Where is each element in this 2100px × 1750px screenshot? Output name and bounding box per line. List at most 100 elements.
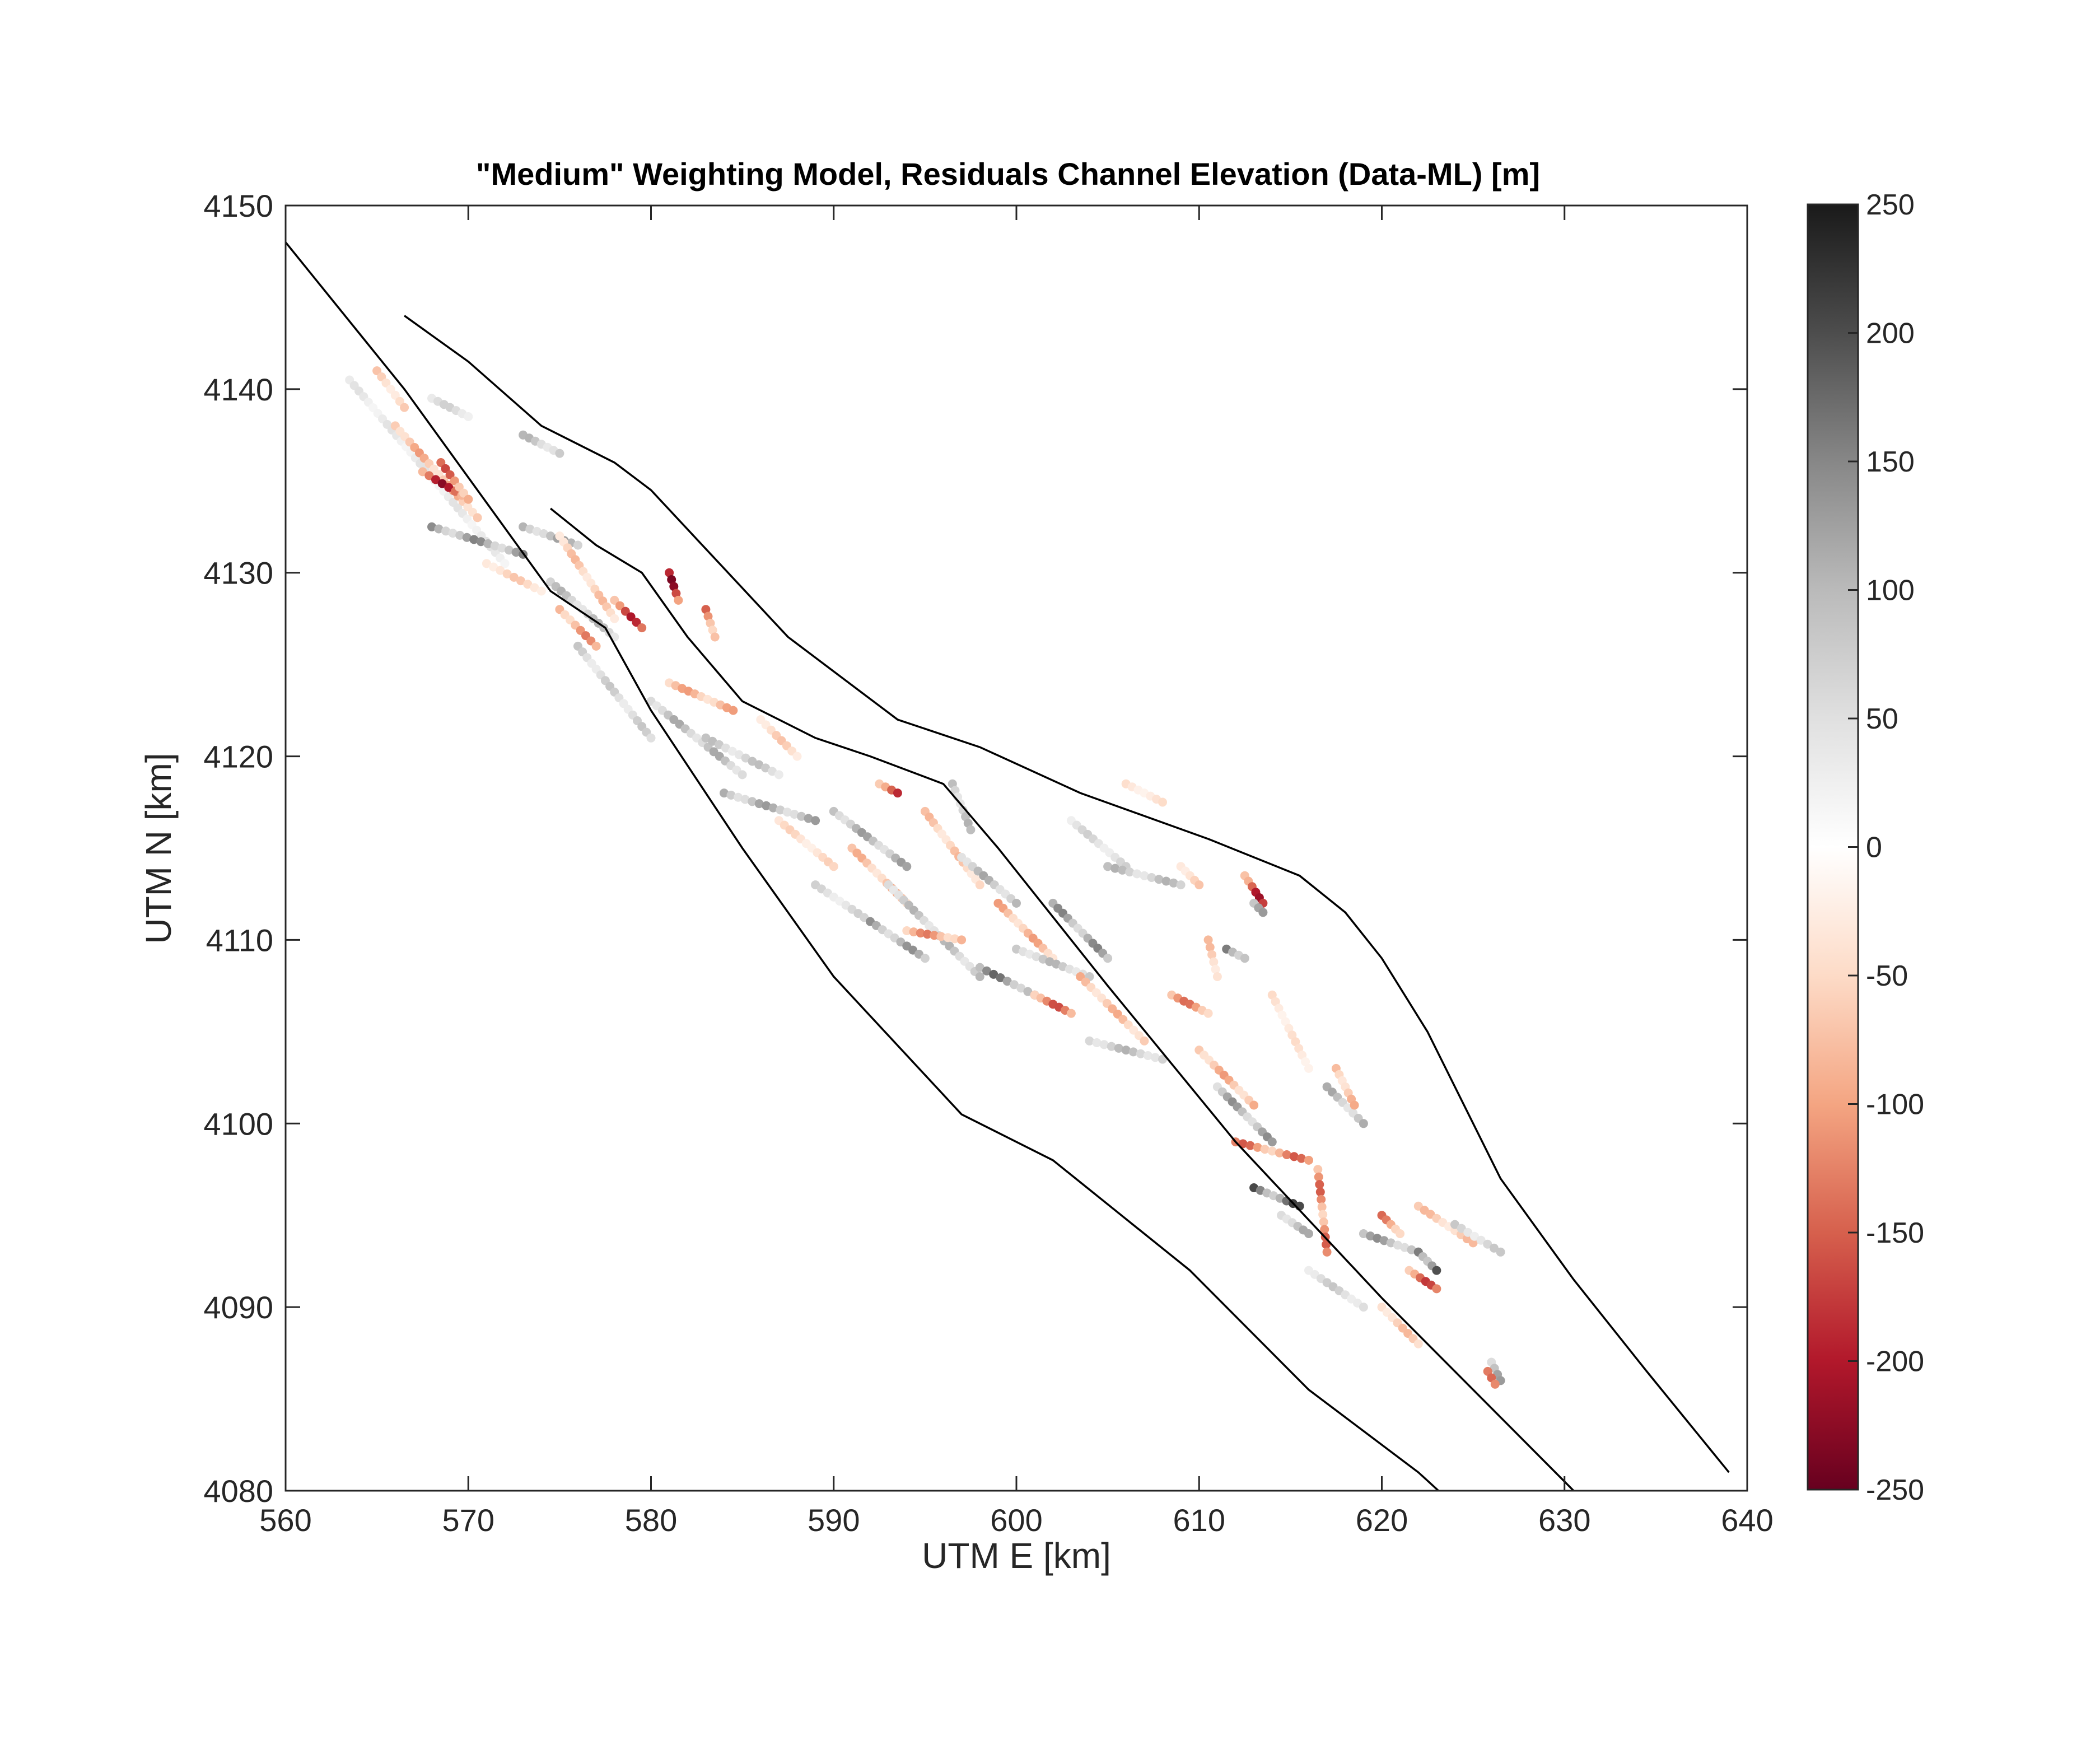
data-point: [975, 880, 984, 890]
x-axis-ticks: 560 570 580 590 600 610 620 630 640: [259, 206, 1774, 1538]
data-point: [1125, 867, 1135, 877]
colorbar-tick-label: 50: [1866, 703, 1898, 735]
track-67: [1483, 1366, 1500, 1389]
track-54: [1277, 1211, 1313, 1238]
x-axis-label: UTM E [km]: [922, 1536, 1111, 1576]
colorbar-tick-label: -50: [1866, 960, 1908, 992]
data-point: [591, 641, 601, 651]
track-12: [573, 641, 656, 743]
data-point: [1085, 1036, 1094, 1046]
data-point: [1267, 1146, 1277, 1156]
boundary-line-3: [404, 315, 1730, 1473]
data-point: [610, 614, 619, 623]
data-point: [546, 531, 556, 541]
data-point: [762, 801, 771, 810]
data-point: [1110, 864, 1120, 873]
data-point: [455, 530, 465, 540]
data-point: [445, 470, 455, 479]
data-point: [1136, 1049, 1145, 1058]
data-point: [916, 928, 925, 938]
colorbar-tick-label: 100: [1866, 575, 1915, 607]
colorbar-tick-label: -250: [1866, 1474, 1924, 1506]
data-point: [1203, 935, 1213, 945]
track-57: [1331, 1063, 1359, 1110]
track-19: [701, 733, 783, 780]
data-point: [1315, 1187, 1325, 1197]
data-point: [500, 559, 510, 568]
data-point: [1490, 1379, 1500, 1389]
data-point: [1205, 942, 1215, 952]
data-point: [530, 583, 539, 592]
data-point: [920, 954, 930, 963]
track-15: [665, 568, 683, 605]
y-axis-label: UTM N [km]: [138, 753, 179, 944]
x-tick-label: 630: [1538, 1502, 1590, 1538]
data-point: [525, 524, 535, 534]
colorbar-tick-label: 150: [1866, 446, 1915, 478]
data-point: [1483, 1239, 1492, 1249]
data-point: [669, 582, 679, 591]
data-point: [1470, 1231, 1479, 1241]
data-point: [1359, 1303, 1368, 1312]
data-point: [1002, 977, 1012, 986]
colorbar: 250 200 150 100 50 0 -50 -100 -150 -200 -250: [1807, 189, 1924, 1506]
data-point: [1212, 972, 1222, 981]
data-point: [782, 808, 792, 817]
data-point: [646, 733, 656, 743]
data-point: [511, 548, 521, 557]
data-point: [729, 706, 738, 715]
data-point: [632, 618, 641, 627]
data-point: [665, 568, 674, 577]
track-37: [1048, 898, 1113, 963]
data-point: [975, 963, 984, 972]
data-point: [667, 575, 676, 584]
colorbar-tick-label: -100: [1866, 1089, 1924, 1121]
y-tick-label: 4140: [203, 372, 273, 407]
data-point: [1267, 1137, 1277, 1147]
data-point: [1457, 1224, 1466, 1233]
data-point: [1194, 880, 1204, 890]
data-point: [1386, 1238, 1396, 1248]
colorbar-tick-label: 200: [1866, 318, 1915, 350]
data-point: [930, 931, 939, 940]
data-point: [377, 372, 386, 381]
data-point: [1107, 1042, 1116, 1051]
data-point: [1114, 1043, 1123, 1053]
data-point: [424, 471, 434, 480]
track-41: [1103, 862, 1186, 890]
data-point: [1291, 1037, 1300, 1047]
data-point: [1245, 1141, 1255, 1150]
data-point: [1396, 1229, 1405, 1238]
track-18: [665, 678, 738, 715]
data-point: [610, 595, 619, 605]
data-point: [902, 862, 912, 871]
data-point: [427, 522, 436, 531]
data-point: [1366, 1231, 1375, 1241]
data-point: [792, 752, 802, 761]
data-point: [1496, 1247, 1505, 1257]
data-point: [519, 522, 528, 531]
data-point: [532, 526, 542, 536]
data-point: [1379, 1236, 1389, 1245]
residual-points: [345, 366, 1505, 1389]
x-tick-label: 560: [259, 1502, 311, 1538]
track-29: [902, 926, 967, 945]
data-point: [1211, 964, 1220, 974]
data-point: [923, 930, 932, 939]
data-point: [829, 862, 838, 871]
data-point: [768, 767, 777, 776]
data-point: [989, 969, 998, 979]
track-35: [1012, 944, 1094, 981]
track-62: [1404, 1266, 1441, 1294]
track-0: [345, 375, 510, 568]
track-61: [1413, 1247, 1441, 1275]
data-point: [1314, 1172, 1323, 1182]
data-point: [395, 396, 404, 406]
data-point: [372, 366, 382, 376]
data-point: [1066, 1009, 1076, 1018]
data-point: [1318, 1210, 1328, 1219]
data-point: [761, 763, 771, 773]
data-point: [893, 788, 902, 798]
track-28: [884, 880, 984, 981]
